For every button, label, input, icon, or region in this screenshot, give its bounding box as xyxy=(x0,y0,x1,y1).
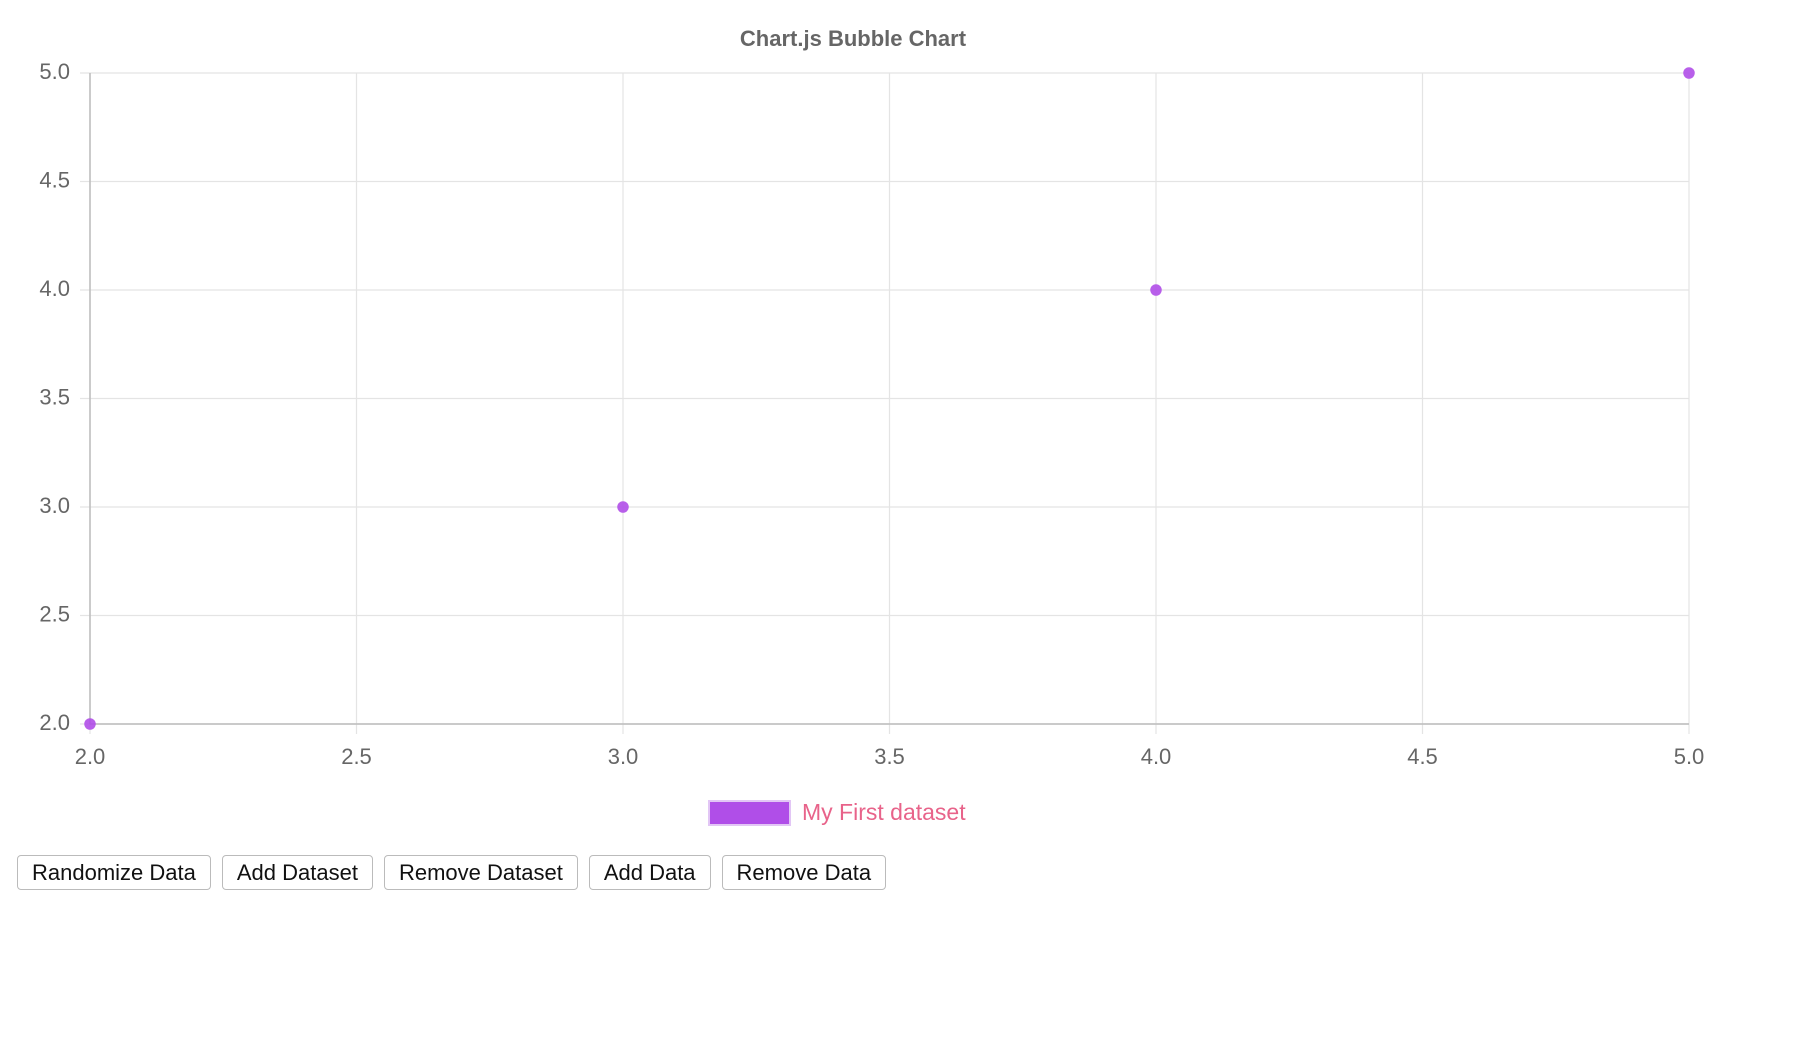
action-button[interactable]: Add Data xyxy=(588,855,711,890)
legend-label: My First dataset xyxy=(802,799,966,825)
y-tick-label: 3.0 xyxy=(39,493,70,518)
bubble xyxy=(84,718,96,730)
x-tick-label: 4.5 xyxy=(1407,744,1438,769)
chart-title: Chart.js Bubble Chart xyxy=(740,26,967,51)
x-tick-label: 3.0 xyxy=(608,744,639,769)
bubble xyxy=(1683,67,1695,79)
x-tick-label: 3.5 xyxy=(874,744,905,769)
bubble xyxy=(617,501,629,513)
action-button[interactable]: Add Dataset xyxy=(221,855,373,890)
bubble xyxy=(1150,284,1162,296)
action-button[interactable]: Randomize Data xyxy=(17,855,211,890)
y-tick-label: 2.5 xyxy=(39,601,70,626)
action-button[interactable]: Remove Dataset xyxy=(383,855,578,890)
x-tick-label: 2.0 xyxy=(75,744,106,769)
y-tick-label: 3.5 xyxy=(39,384,70,409)
y-tick-label: 2.0 xyxy=(39,710,70,735)
legend-swatch xyxy=(708,800,791,826)
x-tick-label: 5.0 xyxy=(1674,744,1705,769)
action-button[interactable]: Remove Data xyxy=(721,855,887,890)
x-tick-label: 4.0 xyxy=(1141,744,1172,769)
chart: Chart.js Bubble Chart 2.0 2.5 3.0 3.5 4.0 4.5… xyxy=(39,26,1705,826)
y-tick-label: 4.0 xyxy=(39,276,70,301)
x-tick-label: 2.5 xyxy=(341,744,372,769)
y-tick-label: 5.0 xyxy=(39,59,70,84)
y-tick-label: 4.5 xyxy=(39,167,70,192)
button-bar: Randomize Data Add Dataset Remove Dataset A… xyxy=(17,855,887,890)
